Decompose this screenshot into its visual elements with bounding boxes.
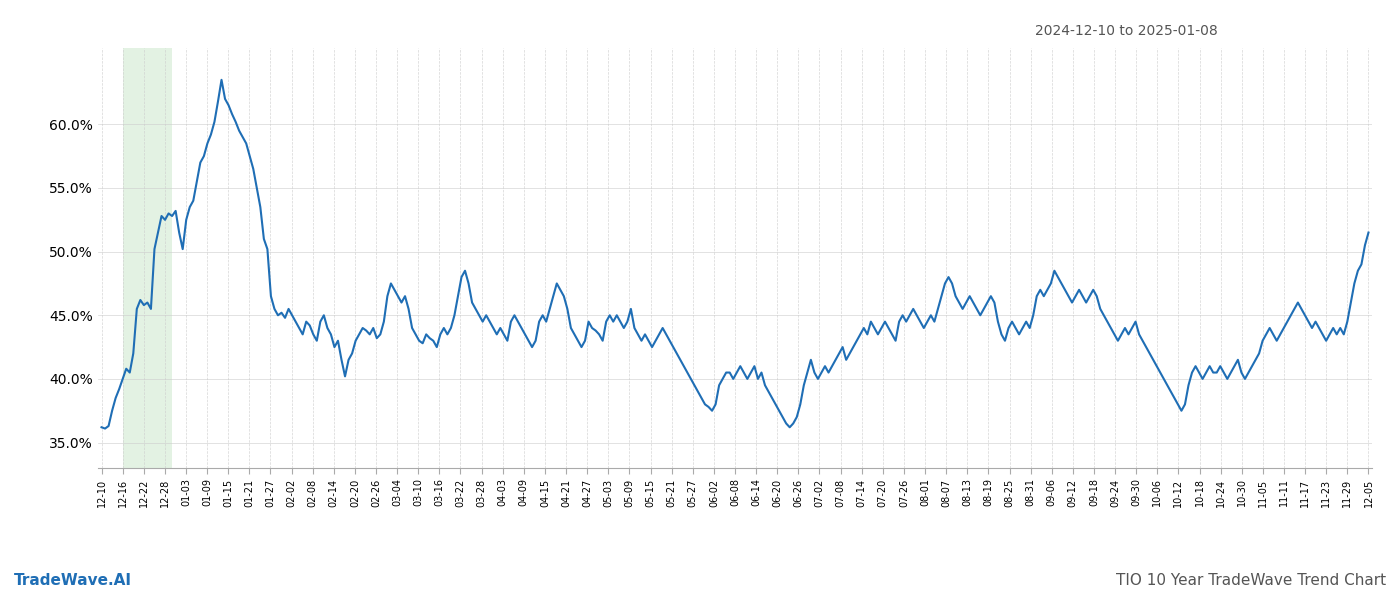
Bar (123, 48, 172, 468)
Text: TradeWave.AI: TradeWave.AI (14, 573, 132, 588)
Text: 2024-12-10 to 2025-01-08: 2024-12-10 to 2025-01-08 (1035, 24, 1218, 38)
Text: TIO 10 Year TradeWave Trend Chart: TIO 10 Year TradeWave Trend Chart (1116, 573, 1386, 588)
